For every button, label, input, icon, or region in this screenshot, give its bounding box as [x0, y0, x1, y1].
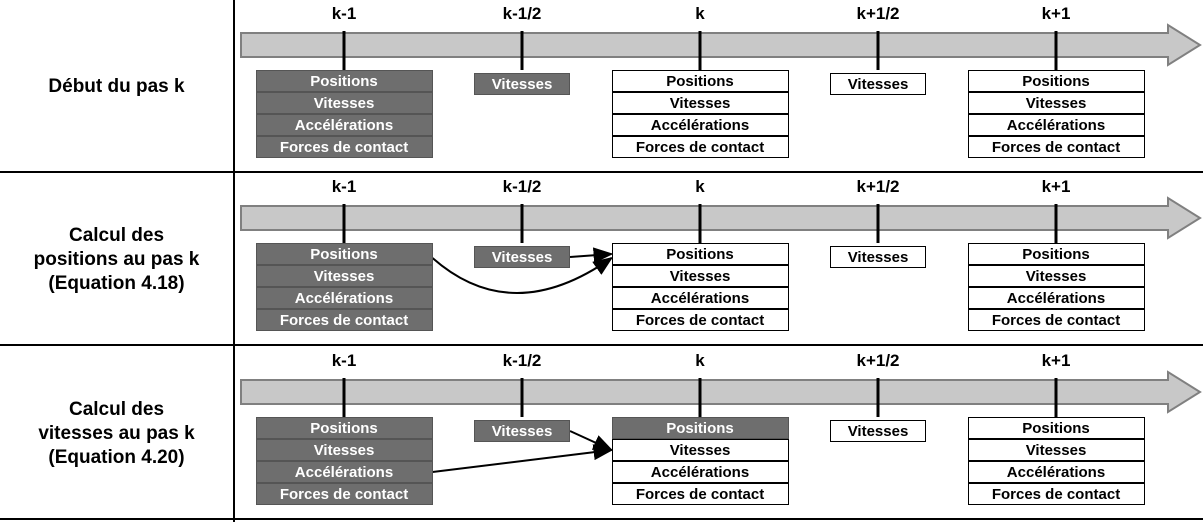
state-box: Vitesses — [830, 420, 926, 442]
tick-label: k+1/2 — [856, 351, 900, 370]
state-box: Vitesses — [967, 92, 1145, 114]
state-box: Accélérations — [611, 114, 789, 136]
timeline-arrow — [240, 370, 1202, 414]
tick-marker — [520, 204, 524, 243]
state-box: Positions — [967, 70, 1145, 92]
dependency-arrow — [569, 247, 614, 264]
state-box: Forces de contact — [255, 136, 433, 158]
tick-label: k+1 — [1041, 351, 1071, 370]
row-label: Calcul des positions au pas k (Equation … — [0, 173, 233, 346]
tick-marker — [342, 31, 346, 70]
tick-label: k — [695, 351, 705, 370]
state-box: Vitesses — [474, 73, 570, 95]
state-box: Forces de contact — [967, 309, 1145, 331]
state-box: Forces de contact — [255, 309, 433, 331]
state-box: Positions — [611, 70, 789, 92]
state-box: Forces de contact — [967, 483, 1145, 505]
tick-marker — [698, 204, 702, 243]
state-box: Forces de contact — [967, 136, 1145, 158]
state-box: Positions — [611, 417, 789, 439]
state-box: Vitesses — [611, 92, 789, 114]
state-box: Accélérations — [967, 461, 1145, 483]
tick-marker — [520, 378, 524, 417]
state-box: Accélérations — [611, 461, 789, 483]
state-box: Vitesses — [255, 265, 433, 287]
tick-marker — [876, 31, 880, 70]
timeline-arrow — [240, 196, 1202, 240]
state-box: Accélérations — [967, 287, 1145, 309]
row-label: Calcul des vitesses au pas k (Equation 4… — [0, 347, 233, 520]
tick-label: k+1/2 — [856, 4, 900, 23]
state-box: Vitesses — [474, 246, 570, 268]
state-box: Positions — [611, 243, 789, 265]
state-box: Vitesses — [967, 439, 1145, 461]
tick-label: k-1/2 — [502, 351, 542, 370]
tick-marker — [876, 204, 880, 243]
row-divider — [0, 171, 1203, 173]
state-box: Vitesses — [967, 265, 1145, 287]
row-label-text: Calcul des vitesses au pas k (Equation 4… — [38, 398, 195, 468]
dependency-arrow — [432, 444, 614, 473]
diagram-row-1: Calcul des positions au pas k (Equation … — [0, 173, 1204, 346]
state-box: Positions — [255, 243, 433, 265]
tick-label: k+1 — [1041, 177, 1071, 196]
state-box: Vitesses — [474, 420, 570, 442]
tick-marker — [876, 378, 880, 417]
label-column-divider — [233, 0, 235, 522]
tick-label: k+1/2 — [856, 177, 900, 196]
tick-marker — [698, 31, 702, 70]
diagram-row-2: Calcul des vitesses au pas k (Equation 4… — [0, 347, 1204, 520]
row-label-text: Calcul des positions au pas k (Equation … — [33, 224, 200, 294]
state-box: Accélérations — [967, 114, 1145, 136]
state-box: Positions — [967, 243, 1145, 265]
state-box: Forces de contact — [611, 309, 789, 331]
state-box: Vitesses — [255, 439, 433, 461]
diagram-row-0: Début du pas k k-1 k-1/2 k k+1/2 k+1 Positions… — [0, 0, 1204, 173]
state-box: Accélérations — [255, 461, 433, 483]
state-box: Forces de contact — [611, 483, 789, 505]
tick-marker — [698, 378, 702, 417]
state-box: Vitesses — [255, 92, 433, 114]
tick-marker — [342, 204, 346, 243]
row-divider — [0, 518, 1203, 520]
dependency-arrow — [431, 256, 614, 294]
state-box: Accélérations — [255, 287, 433, 309]
state-box: Vitesses — [830, 73, 926, 95]
tick-marker — [1054, 378, 1058, 417]
tick-label: k-1/2 — [502, 177, 542, 196]
state-box: Accélérations — [255, 114, 433, 136]
tick-label: k-1 — [331, 351, 357, 370]
state-box: Positions — [967, 417, 1145, 439]
tick-label: k-1 — [331, 177, 357, 196]
state-box: Positions — [255, 417, 433, 439]
row-label-text: Début du pas k — [48, 75, 185, 97]
row-divider — [0, 344, 1203, 346]
tick-marker — [342, 378, 346, 417]
state-box: Forces de contact — [611, 136, 789, 158]
state-box: Vitesses — [611, 439, 789, 461]
row-label: Début du pas k — [0, 0, 233, 173]
tick-label: k-1 — [331, 4, 357, 23]
timeline-arrow — [240, 23, 1202, 67]
tick-label: k — [695, 177, 705, 196]
tick-marker — [1054, 31, 1058, 70]
tick-label: k — [695, 4, 705, 23]
state-box: Positions — [255, 70, 433, 92]
state-box: Forces de contact — [255, 483, 433, 505]
tick-marker — [1054, 204, 1058, 243]
tick-marker — [520, 31, 524, 70]
state-box: Vitesses — [830, 246, 926, 268]
tick-label: k+1 — [1041, 4, 1071, 23]
tick-label: k-1/2 — [502, 4, 542, 23]
state-box: Accélérations — [611, 287, 789, 309]
state-box: Vitesses — [611, 265, 789, 287]
